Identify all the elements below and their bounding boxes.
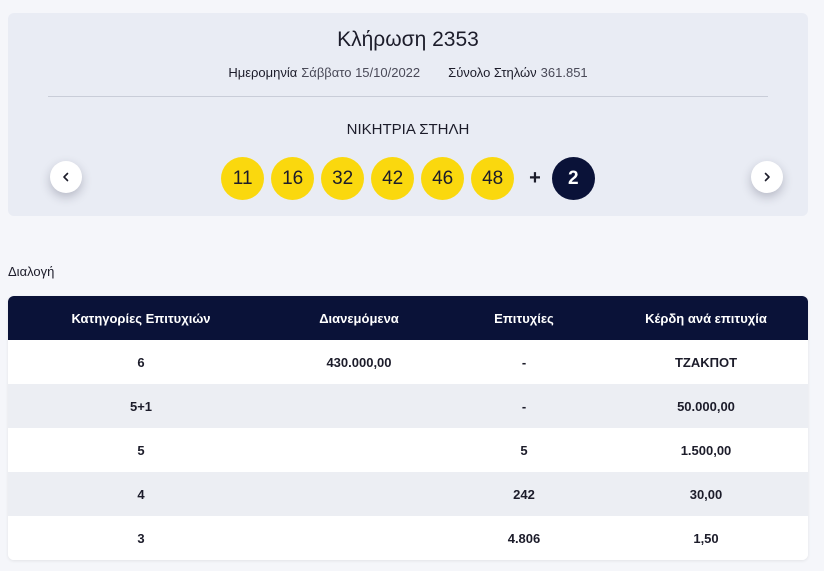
columns-label: Σύνολο Στηλών <box>448 65 537 80</box>
table-row: 5+1 - 50.000,00 <box>8 384 808 428</box>
number-ball: 46 <box>421 157 465 200</box>
winning-numbers: 11 16 32 42 46 48 + 2 <box>8 157 808 200</box>
previous-draw-button[interactable] <box>50 161 82 193</box>
draw-card: Κλήρωση 2353 Ημερομηνία Σάββατο 15/10/202… <box>8 13 808 216</box>
winners-cell: 5 <box>444 428 604 472</box>
category-cell: 4 <box>8 472 274 516</box>
number-ball: 16 <box>271 157 315 200</box>
divider <box>48 96 768 97</box>
prize-cell: 1.500,00 <box>604 428 808 472</box>
category-cell: 3 <box>8 516 274 560</box>
category-cell: 5+1 <box>8 384 274 428</box>
table-row: 3 4.806 1,50 <box>8 516 808 560</box>
draw-meta: Ημερομηνία Σάββατο 15/10/2022 Σύνολο Στηλώ… <box>8 65 808 80</box>
next-draw-button[interactable] <box>751 161 783 193</box>
number-ball: 11 <box>221 157 265 200</box>
distributed-cell: 430.000,00 <box>274 340 444 384</box>
chevron-right-icon <box>764 172 770 182</box>
category-cell: 6 <box>8 340 274 384</box>
distributed-cell <box>274 428 444 472</box>
table-row: 5 5 1.500,00 <box>8 428 808 472</box>
winners-cell: - <box>444 384 604 428</box>
number-ball: 48 <box>471 157 515 200</box>
category-cell: 5 <box>8 428 274 472</box>
chevron-left-icon <box>63 172 69 182</box>
winning-column-label: ΝΙΚΗΤΡΙΑ ΣΤΗΛΗ <box>346 121 470 138</box>
winners-cell: 242 <box>444 472 604 516</box>
prize-cell: 30,00 <box>604 472 808 516</box>
winners-cell: 4.806 <box>444 516 604 560</box>
columns-value: 361.851 <box>540 65 588 80</box>
header-winners: Επιτυχίες <box>444 296 604 340</box>
results-table: Κατηγορίες Επιτυχιών Διανεμόμενα Επιτυχί… <box>8 296 808 560</box>
distributed-cell <box>274 516 444 560</box>
date-value: Σάββατο 15/10/2022 <box>301 65 421 80</box>
header-distributed: Διανεμόμενα <box>274 296 444 340</box>
distributed-cell <box>274 384 444 428</box>
header-prize-per-winner: Κέρδη ανά επιτυχία <box>604 296 808 340</box>
number-ball: 32 <box>321 157 365 200</box>
distributed-cell <box>274 472 444 516</box>
header-categories: Κατηγορίες Επιτυχιών <box>8 296 274 340</box>
prize-cell: 1,50 <box>604 516 808 560</box>
prize-cell: 50.000,00 <box>604 384 808 428</box>
joker-ball: 2 <box>551 157 595 200</box>
section-label: Διαλογή <box>8 264 55 279</box>
table-row: 6 430.000,00 - ΤΖΑΚΠΟΤ <box>8 340 808 384</box>
date-label: Ημερομηνία <box>228 65 298 80</box>
winners-cell: - <box>444 340 604 384</box>
table-header-row: Κατηγορίες Επιτυχιών Διανεμόμενα Επιτυχί… <box>8 296 808 340</box>
number-ball: 42 <box>371 157 415 200</box>
table-row: 4 242 30,00 <box>8 472 808 516</box>
plus-sign: + <box>529 167 541 189</box>
prize-cell: ΤΖΑΚΠΟΤ <box>604 340 808 384</box>
draw-title: Κλήρωση 2353 <box>337 28 479 51</box>
